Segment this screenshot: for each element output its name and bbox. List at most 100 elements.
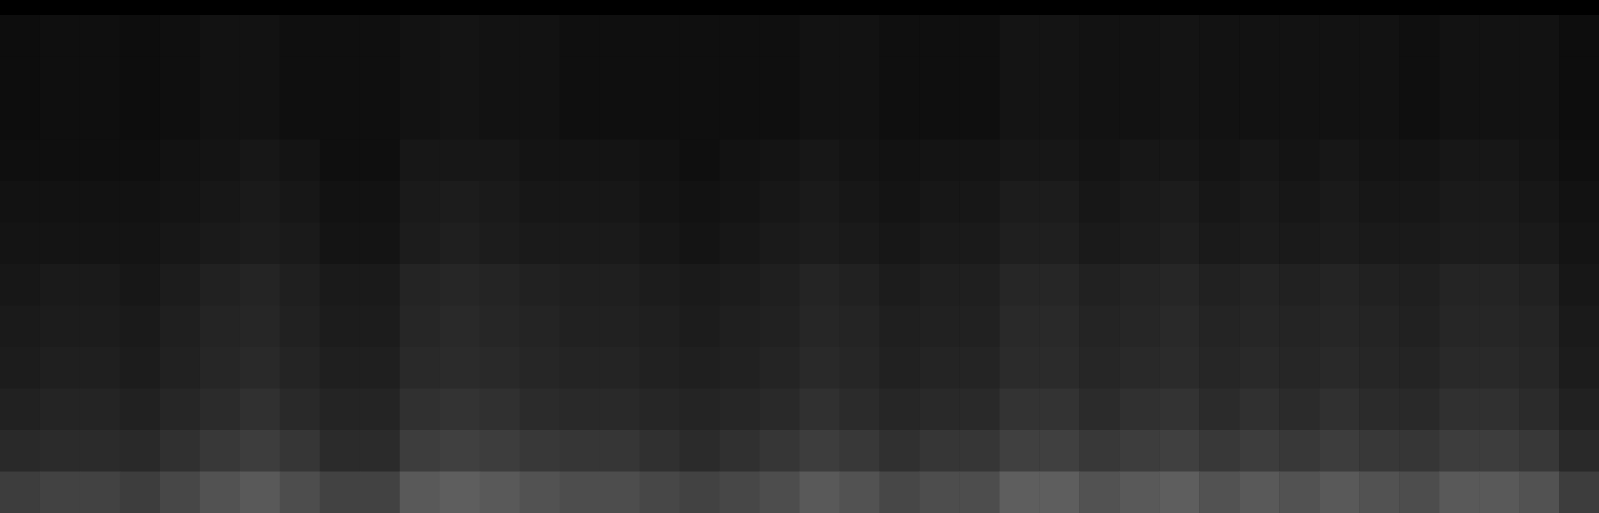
heatmap-cell xyxy=(240,223,280,265)
heatmap-cell xyxy=(959,389,999,431)
heatmap-cell xyxy=(1039,472,1079,513)
heatmap-cell xyxy=(600,472,640,513)
heatmap-cell xyxy=(999,140,1039,182)
heatmap-cell xyxy=(839,223,879,265)
heatmap-cell xyxy=(320,264,360,306)
heatmap-cell xyxy=(280,140,320,182)
heatmap-cell xyxy=(1519,389,1559,431)
heatmap-cell xyxy=(1279,98,1319,140)
heatmap-cell xyxy=(1439,223,1479,265)
heatmap-cell xyxy=(560,15,600,57)
heatmap-cell xyxy=(80,140,120,182)
heatmap-cell xyxy=(1519,57,1559,99)
heatmap-cell xyxy=(1399,181,1439,223)
heatmap-cell xyxy=(0,57,40,99)
heatmap-cell xyxy=(839,98,879,140)
heatmap-cell xyxy=(80,15,120,57)
heatmap-cell xyxy=(440,430,480,472)
heatmap-cell xyxy=(80,472,120,513)
heatmap-cell xyxy=(480,140,520,182)
heatmap-cell xyxy=(1159,472,1199,513)
heatmap-cell xyxy=(1359,264,1399,306)
heatmap-cell xyxy=(720,430,760,472)
heatmap-cell xyxy=(1519,472,1559,513)
heatmap-cell xyxy=(879,57,919,99)
heatmap-cell xyxy=(280,181,320,223)
heatmap-cell xyxy=(360,181,400,223)
heatmap-cell xyxy=(999,306,1039,348)
heatmap-cell xyxy=(800,264,840,306)
heatmap-cell xyxy=(440,98,480,140)
heatmap-cell xyxy=(1519,223,1559,265)
heatmap-cell xyxy=(1119,264,1159,306)
heatmap-cell xyxy=(720,223,760,265)
heatmap-cell xyxy=(320,181,360,223)
heatmap-cell xyxy=(1159,264,1199,306)
heatmap-cell xyxy=(480,98,520,140)
heatmap-cell xyxy=(1159,306,1199,348)
heatmap-cell xyxy=(680,306,720,348)
heatmap-cell xyxy=(1519,347,1559,389)
heatmap-cell xyxy=(800,430,840,472)
heatmap-cell xyxy=(1319,140,1359,182)
heatmap-cell xyxy=(1279,15,1319,57)
heatmap-cell xyxy=(1439,347,1479,389)
heatmap-cell xyxy=(40,347,80,389)
heatmap-cell xyxy=(1279,57,1319,99)
heatmap-cell xyxy=(1199,140,1239,182)
heatmap-cell xyxy=(1159,181,1199,223)
heatmap-cell xyxy=(560,306,600,348)
heatmap-cell xyxy=(1439,389,1479,431)
heatmap-cell xyxy=(1439,430,1479,472)
heatmap-cell xyxy=(1199,389,1239,431)
heatmap-cell xyxy=(400,98,440,140)
heatmap-cell xyxy=(560,140,600,182)
heatmap-cell xyxy=(440,15,480,57)
heatmap-cell xyxy=(720,389,760,431)
heatmap-cell xyxy=(80,306,120,348)
heatmap-cell xyxy=(720,181,760,223)
heatmap-cell xyxy=(120,98,160,140)
heatmap-cell xyxy=(1559,306,1599,348)
heatmap-cell xyxy=(800,140,840,182)
heatmap-cell xyxy=(1279,306,1319,348)
heatmap-cell xyxy=(879,389,919,431)
heatmap-cell xyxy=(959,140,999,182)
heatmap-cell xyxy=(600,140,640,182)
heatmap-cell xyxy=(1239,472,1279,513)
heatmap-cell xyxy=(1039,389,1079,431)
heatmap-cell xyxy=(200,140,240,182)
heatmap-cell xyxy=(680,389,720,431)
heatmap-cell xyxy=(480,430,520,472)
heatmap-cell xyxy=(1039,347,1079,389)
heatmap-cell xyxy=(1079,57,1119,99)
heatmap-cell xyxy=(240,347,280,389)
heatmap-cell xyxy=(80,223,120,265)
heatmap-cell xyxy=(1239,15,1279,57)
heatmap-cell xyxy=(480,389,520,431)
heatmap-cell xyxy=(0,306,40,348)
heatmap-cell xyxy=(1439,306,1479,348)
heatmap-cell xyxy=(720,15,760,57)
heatmap-cell xyxy=(1239,347,1279,389)
heatmap-cell xyxy=(160,306,200,348)
heatmap-cell xyxy=(1479,347,1519,389)
heatmap-cell xyxy=(160,223,200,265)
heatmap-cell xyxy=(240,472,280,513)
heatmap-cell xyxy=(640,57,680,99)
heatmap-cell xyxy=(320,223,360,265)
heatmap-cell xyxy=(0,389,40,431)
heatmap-cell xyxy=(160,472,200,513)
heatmap-cell xyxy=(560,347,600,389)
heatmap-cell xyxy=(360,223,400,265)
heatmap-cell xyxy=(800,472,840,513)
heatmap-cell xyxy=(600,306,640,348)
heatmap-cell xyxy=(360,347,400,389)
heatmap-cell xyxy=(280,306,320,348)
heatmap-cell xyxy=(1039,264,1079,306)
heatmap-cell xyxy=(240,140,280,182)
heatmap-cell xyxy=(1239,181,1279,223)
heatmap-cell xyxy=(0,264,40,306)
heatmap-cell xyxy=(1079,306,1119,348)
heatmap-cell xyxy=(240,430,280,472)
